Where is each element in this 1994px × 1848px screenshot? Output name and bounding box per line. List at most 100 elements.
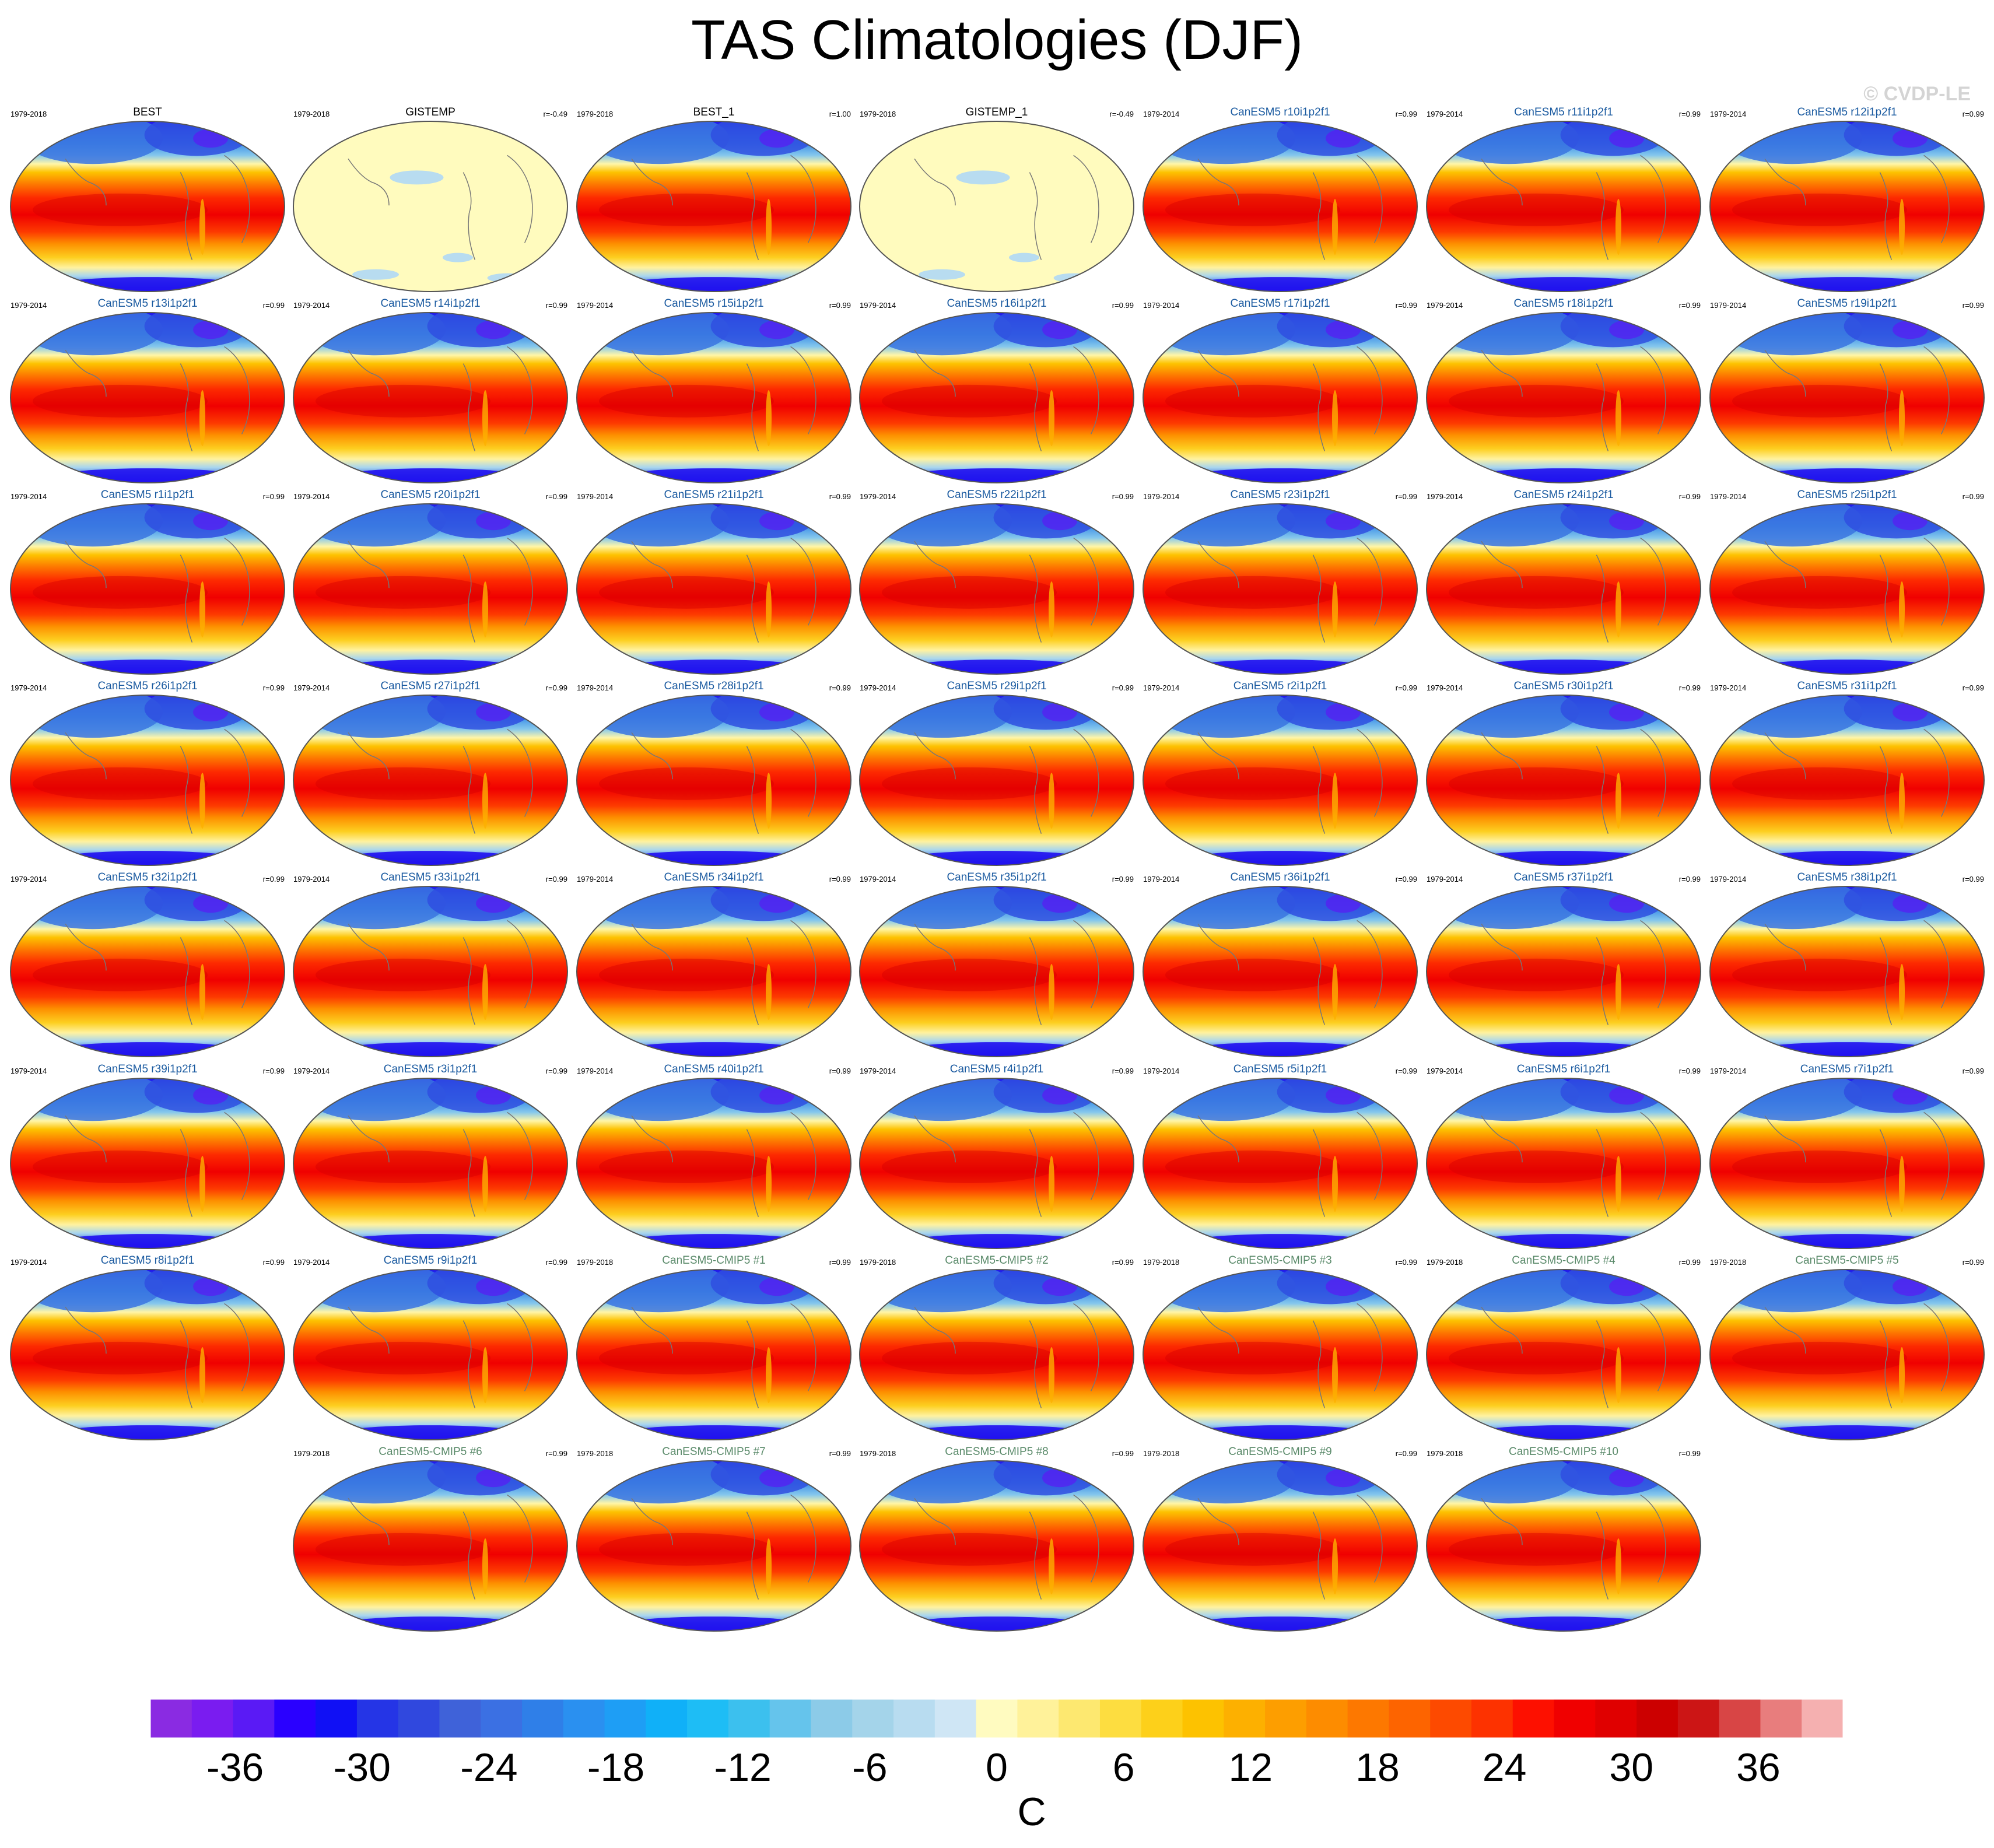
map-panel: 1979-2014 CanESM5 r28i1p2f1 r=0.99 bbox=[576, 680, 851, 866]
panel-correlation: r=0.99 bbox=[1112, 1067, 1134, 1075]
map-panel: 1979-2014 CanESM5 r24i1p2f1 r=0.99 bbox=[1426, 489, 1701, 675]
panel-period: 1979-2014 bbox=[1143, 1067, 1179, 1075]
panel-title: CanESM5 r32i1p2f1 bbox=[97, 871, 197, 883]
panels-layer: 1979-2018 BEST 1979-2018 GISTEMP r=-0.49 1979… bbox=[10, 106, 1985, 1632]
panel-title: CanESM5 r12i1p2f1 bbox=[1797, 106, 1897, 118]
map-outline bbox=[859, 1269, 1134, 1440]
colorbar-swatch bbox=[1347, 1699, 1389, 1738]
colorbar-swatch bbox=[1719, 1699, 1761, 1738]
colorbar-swatch bbox=[481, 1699, 523, 1738]
colorbar-swatch bbox=[1059, 1699, 1101, 1738]
panel-title: CanESM5 r35i1p2f1 bbox=[947, 871, 1046, 883]
panel-title: CanESM5-CMIP5 #1 bbox=[662, 1254, 765, 1267]
panel-title: CanESM5-CMIP5 #10 bbox=[1509, 1446, 1618, 1458]
panel-title: CanESM5 r21i1p2f1 bbox=[664, 489, 763, 501]
map-field bbox=[860, 886, 1134, 1057]
colorbar-swatch bbox=[439, 1699, 481, 1738]
panel-correlation: r=0.99 bbox=[263, 875, 285, 883]
panel-title: CanESM5 r29i1p2f1 bbox=[947, 680, 1046, 692]
map-field bbox=[577, 1270, 851, 1440]
colorbar-swatch bbox=[1636, 1699, 1678, 1738]
panel-period: 1979-2018 bbox=[293, 110, 330, 118]
panel-period: 1979-2014 bbox=[1427, 301, 1463, 310]
panel-correlation: r=0.99 bbox=[546, 492, 567, 501]
map-outline bbox=[1426, 695, 1701, 866]
panel-period: 1979-2014 bbox=[1427, 492, 1463, 501]
colorbar-tick-label: 18 bbox=[1355, 1745, 1400, 1790]
colorbar-tick-label: 0 bbox=[986, 1745, 1008, 1790]
panel-period: 1979-2018 bbox=[1427, 1258, 1463, 1267]
map-panel: 1979-2014 CanESM5 r9i1p2f1 r=0.99 bbox=[293, 1254, 568, 1440]
panel-period: 1979-2014 bbox=[577, 492, 613, 501]
panel-period: 1979-2014 bbox=[577, 301, 613, 310]
panel-period: 1979-2014 bbox=[860, 492, 896, 501]
panel-period: 1979-2014 bbox=[860, 683, 896, 692]
colorbar-swatch bbox=[1017, 1699, 1059, 1738]
map-field bbox=[1710, 1078, 1984, 1249]
panel-correlation: r=0.99 bbox=[1679, 1067, 1701, 1075]
map-outline bbox=[293, 695, 568, 866]
panel-correlation: r=0.99 bbox=[1679, 110, 1701, 118]
map-panel: 1979-2014 CanESM5 r12i1p2f1 r=0.99 bbox=[1709, 106, 1985, 292]
map-outline bbox=[1426, 1078, 1701, 1249]
map-field bbox=[10, 695, 285, 865]
map-panel: 1979-2018 BEST_1 r=1.00 bbox=[576, 106, 851, 292]
panel-title: CanESM5 r22i1p2f1 bbox=[947, 489, 1046, 501]
panel-period: 1979-2018 bbox=[860, 1449, 896, 1458]
panel-title: CanESM5 r40i1p2f1 bbox=[664, 1063, 763, 1075]
map-outline bbox=[576, 503, 851, 675]
map-outline bbox=[859, 695, 1134, 866]
map-panel: 1979-2014 CanESM5 r18i1p2f1 r=0.99 bbox=[1426, 297, 1701, 483]
panel-title: CanESM5 r17i1p2f1 bbox=[1230, 297, 1330, 310]
panel-correlation: r=0.99 bbox=[829, 1449, 851, 1458]
panel-title: CanESM5 r15i1p2f1 bbox=[664, 297, 763, 310]
panel-correlation: r=0.99 bbox=[1679, 492, 1701, 501]
map-panel: 1979-2014 CanESM5 r7i1p2f1 r=0.99 bbox=[1709, 1063, 1985, 1249]
map-panel: 1979-2018 GISTEMP r=-0.49 bbox=[293, 106, 568, 292]
map-panel: 1979-2014 CanESM5 r16i1p2f1 r=0.99 bbox=[859, 297, 1134, 483]
map-panel: 1979-2014 CanESM5 r23i1p2f1 r=0.99 bbox=[1143, 489, 1418, 675]
panel-correlation: r=0.99 bbox=[1679, 1258, 1701, 1267]
colorbar-swatch bbox=[1182, 1699, 1224, 1738]
panel-period: 1979-2014 bbox=[1143, 492, 1179, 501]
map-panel: 1979-2018 CanESM5-CMIP5 #10 r=0.99 bbox=[1426, 1446, 1701, 1632]
map-outline bbox=[1426, 1269, 1701, 1440]
panel-period: 1979-2018 bbox=[860, 110, 896, 118]
map-panel: 1979-2014 CanESM5 r38i1p2f1 r=0.99 bbox=[1709, 871, 1985, 1057]
panel-period: 1979-2014 bbox=[1143, 683, 1179, 692]
map-outline bbox=[1709, 886, 1985, 1057]
panel-period: 1979-2014 bbox=[1710, 1067, 1746, 1075]
map-outline bbox=[1709, 1078, 1985, 1249]
panel-title: CanESM5 r37i1p2f1 bbox=[1513, 871, 1613, 883]
panel-title: CanESM5-CMIP5 #6 bbox=[379, 1446, 482, 1458]
map-field bbox=[1143, 504, 1417, 674]
map-outline bbox=[576, 695, 851, 866]
panel-correlation: r=0.99 bbox=[1963, 110, 1984, 118]
map-field bbox=[1710, 313, 1984, 483]
panel-correlation: r=0.99 bbox=[1112, 1449, 1134, 1458]
panel-correlation: r=0.99 bbox=[546, 1067, 567, 1075]
panel-period: 1979-2014 bbox=[1143, 875, 1179, 883]
map-field bbox=[10, 504, 285, 674]
map-field bbox=[1143, 695, 1417, 865]
panel-period: 1979-2014 bbox=[1710, 301, 1746, 310]
map-field bbox=[577, 504, 851, 674]
colorbar-swatch bbox=[1141, 1699, 1183, 1738]
map-field bbox=[293, 886, 567, 1057]
panel-title: CanESM5 r16i1p2f1 bbox=[947, 297, 1046, 310]
panel-period: 1979-2014 bbox=[1710, 875, 1746, 883]
panel-period: 1979-2014 bbox=[860, 301, 896, 310]
panel-title: GISTEMP bbox=[405, 106, 455, 118]
map-panel: 1979-2014 CanESM5 r2i1p2f1 r=0.99 bbox=[1143, 680, 1418, 866]
map-outline bbox=[10, 1078, 285, 1249]
map-outline bbox=[1709, 312, 1985, 483]
map-field bbox=[1427, 1078, 1701, 1249]
map-panel: 1979-2014 CanESM5 r8i1p2f1 r=0.99 bbox=[10, 1254, 285, 1440]
map-panel: 1979-2014 CanESM5 r22i1p2f1 r=0.99 bbox=[859, 489, 1134, 675]
map-field bbox=[1710, 504, 1984, 674]
map-panel: 1979-2014 CanESM5 r6i1p2f1 r=0.99 bbox=[1426, 1063, 1701, 1249]
colorbar-swatch bbox=[976, 1699, 1018, 1738]
panel-title: CanESM5 r30i1p2f1 bbox=[1513, 680, 1613, 692]
colorbar-tick-label: -18 bbox=[587, 1745, 644, 1790]
colorbar-units-label: C bbox=[1017, 1790, 1046, 1834]
